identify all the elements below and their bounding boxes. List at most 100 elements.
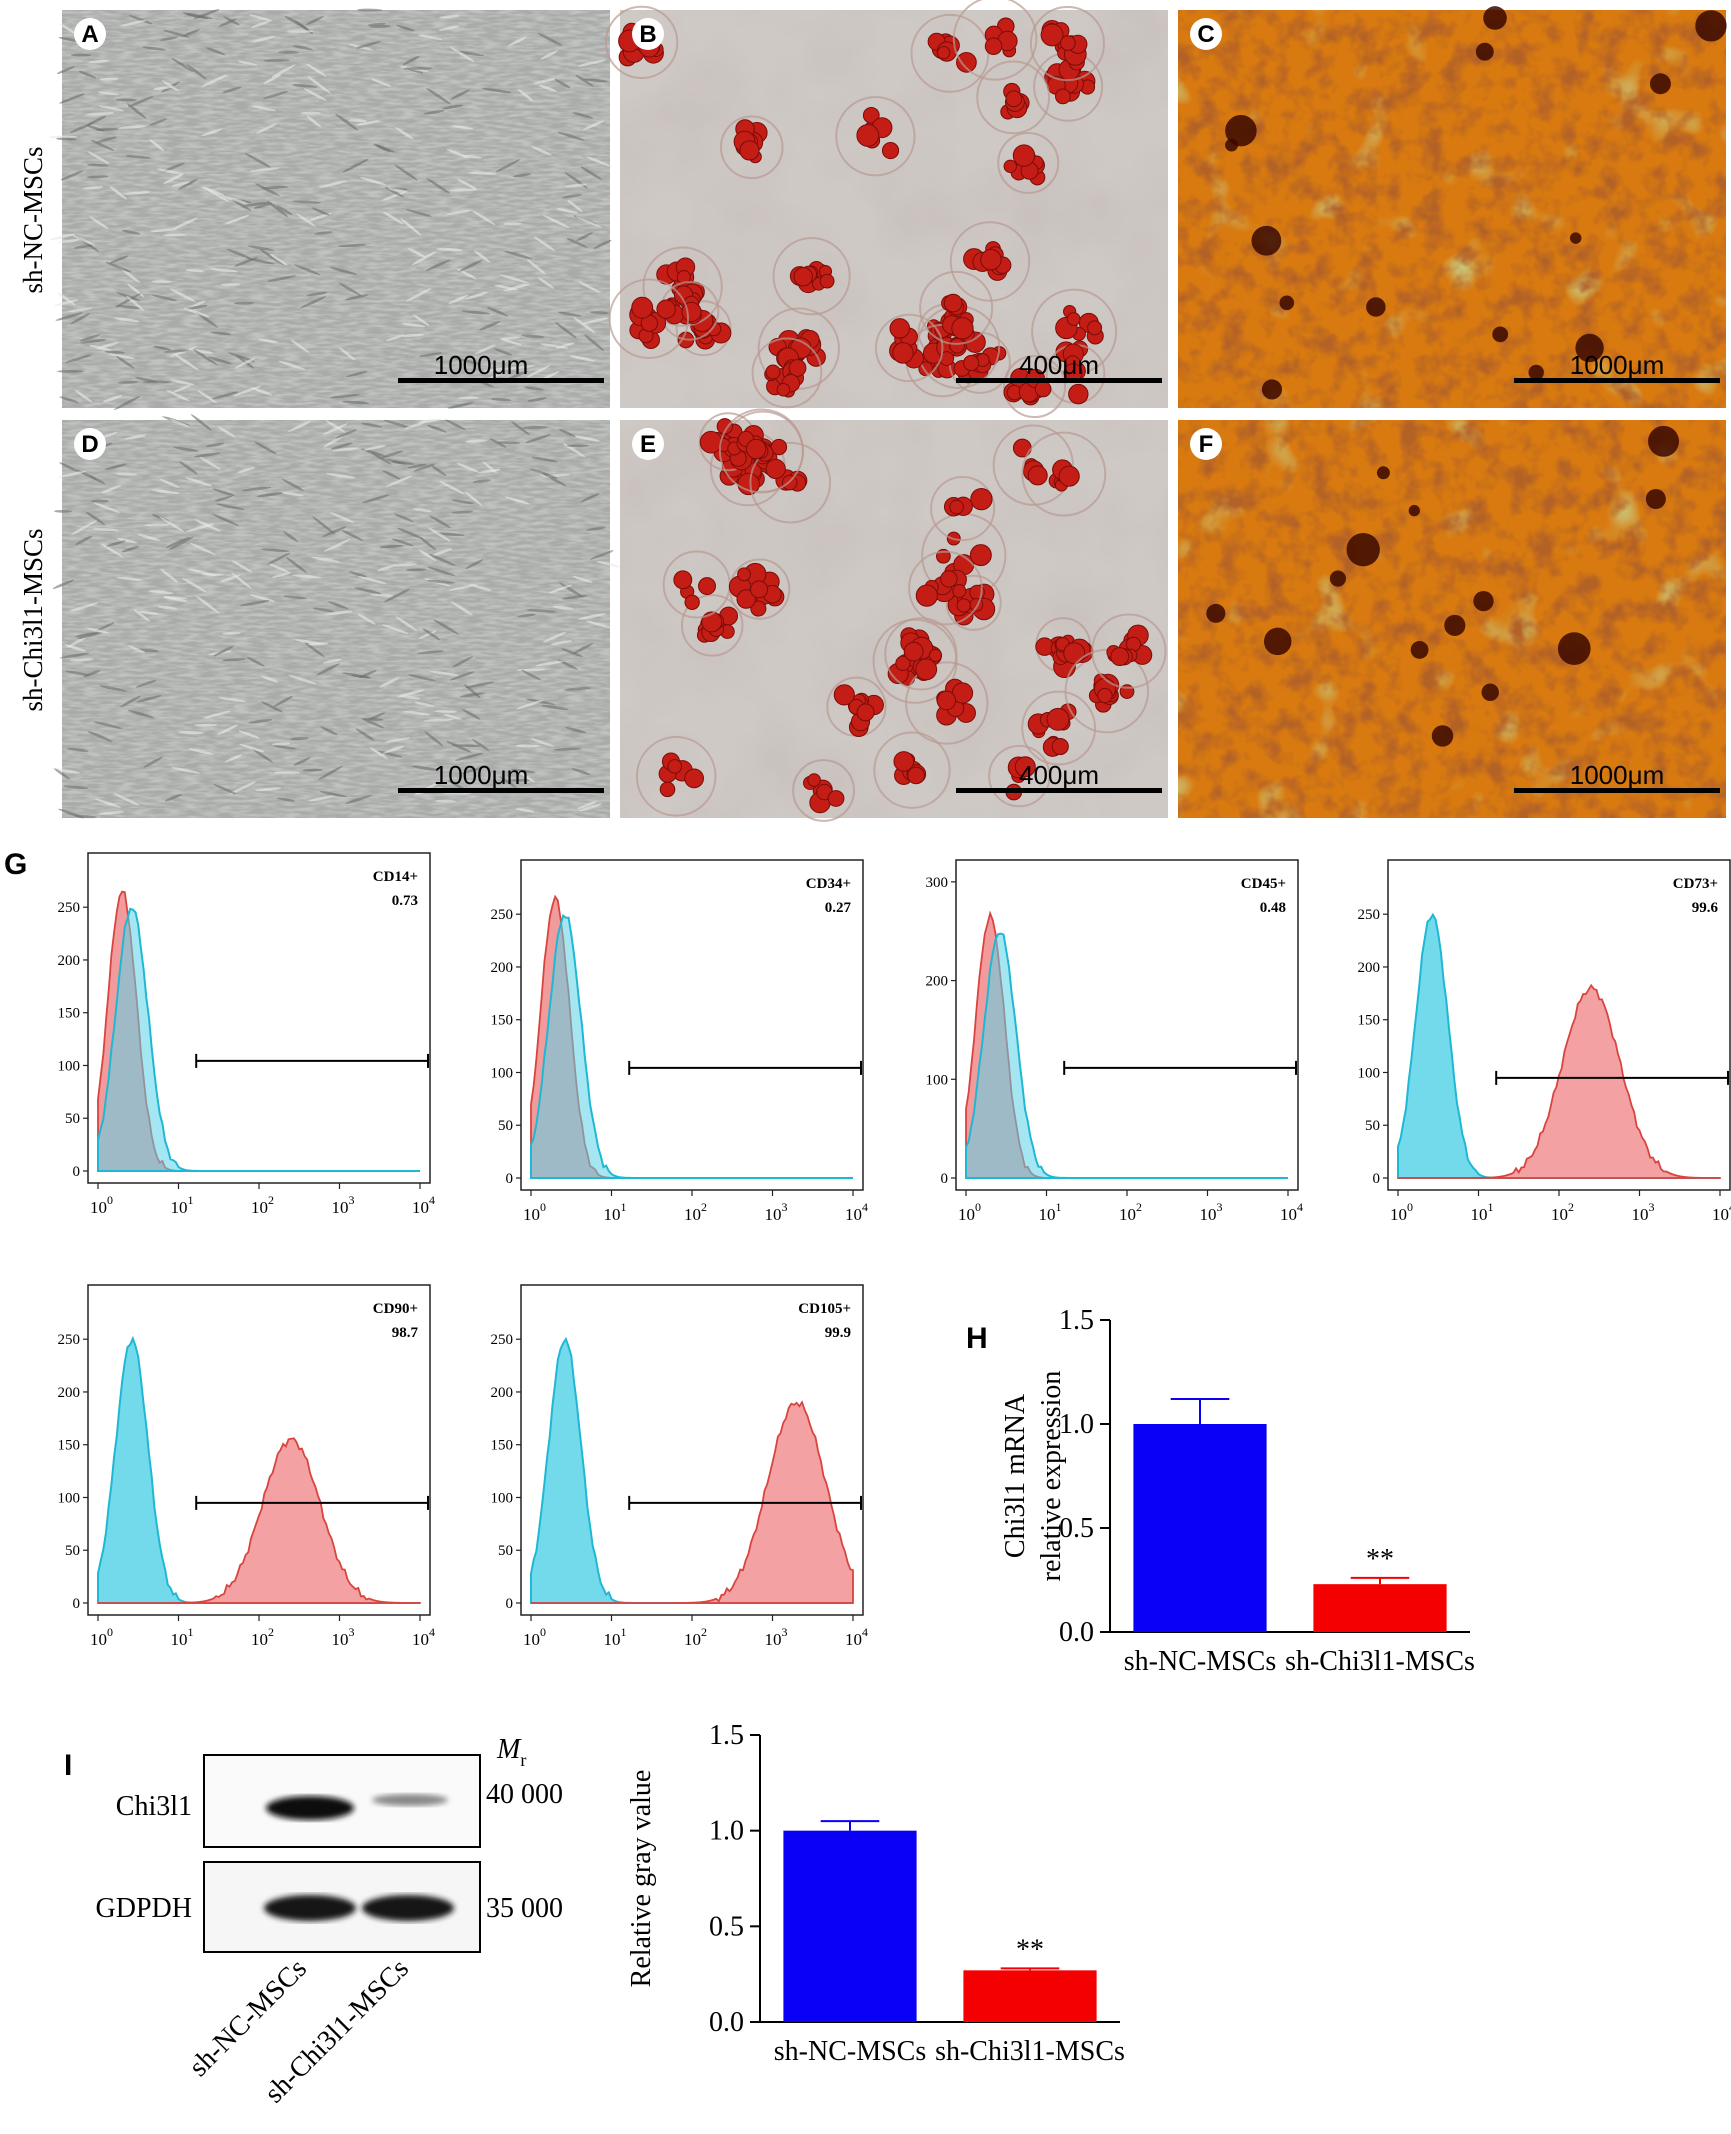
mr-label: Mr [496,1734,526,1770]
spindle-cell [429,515,451,528]
spindle-cell [446,148,469,159]
y-tick-label: 200 [926,974,949,990]
spindle-cell [325,420,346,433]
spindle-cell [420,537,437,551]
spindle-cell [448,294,469,305]
y-tick-label: 50 [1365,1118,1380,1134]
y-tick-label: 250 [58,900,81,916]
spindle-cell [318,180,348,189]
spindle-cell [214,495,233,502]
spindle-cell [342,158,369,173]
spindle-cell [382,745,405,754]
spindle-cell [580,493,600,503]
spindle-cell [571,768,591,775]
cell-outline [884,617,958,691]
spindle-cell [508,779,530,782]
lipid-droplet [1003,159,1017,174]
lipid-droplet [659,781,676,798]
spindle-cell [97,91,120,96]
spindle-cell [423,110,445,115]
spindle-cell [348,119,367,123]
spindle-cell [286,30,314,33]
y-tick-label: 100 [491,1490,514,1506]
cell-outline [910,13,990,93]
lipid-droplet [1012,144,1036,167]
cell-texture [62,420,610,818]
spindle-cell [185,268,205,273]
spindle-cell [108,353,136,360]
spindle-cell [515,699,544,710]
micrograph-panel-f: F 1000μm [1178,420,1726,818]
spindle-cell [407,463,427,469]
lipid-droplet [765,364,781,380]
spindle-cell [385,334,405,342]
spindle-cell [221,574,241,582]
spindle-cell [148,590,174,595]
spindle-cell [276,797,296,802]
spindle-cell [151,280,172,284]
spindle-cell [254,441,277,455]
spindle-cell [192,349,218,366]
category-label: sh-Chi3l1-MSCs [935,2036,1125,2067]
spindle-cell [454,752,484,761]
spindle-cell [320,726,338,736]
lipid-droplet [1058,465,1080,487]
spindle-cell [367,22,386,27]
spindle-cell [394,164,418,181]
panel-letter-a: A [81,21,98,48]
spindle-cell [565,183,587,188]
spindle-cell [203,187,229,202]
mineral-nodule [1410,640,1429,659]
spindle-cell [290,339,310,354]
scale-bar [956,788,1162,793]
cell-outline [1064,648,1150,734]
lipid-droplet [750,600,767,617]
spindle-cell [413,463,436,472]
lipid-droplet [745,438,767,460]
spindle-cell [432,548,453,556]
mineral-nodule [1569,232,1582,244]
cell-outline [908,550,983,626]
spindle-cell [526,259,546,274]
spindle-cell [216,503,245,510]
spindle-cell [263,59,290,62]
panel-letter-b: B [639,21,656,48]
spindle-cell [178,179,198,190]
spindle-cell [262,91,288,100]
spindle-cell [306,15,324,25]
spindle-cell [450,600,473,616]
micrograph-panel-d: D 1000μm [51,414,621,819]
scale-bar-label: 400μm [1019,350,1099,380]
spindle-cell [201,74,228,87]
spindle-cell [525,434,552,444]
spindle-cell [567,200,583,213]
marker-name: CD90+ [373,1301,418,1317]
mineral-nodule [1645,489,1666,510]
band-mw-chi3l1: 40 000 [486,1779,563,1810]
y-tick-label: 0 [506,1171,514,1187]
flow-histogram-cd45: 0 100 200 300 100 101 102 103 104 CD45+ 0.48 [926,859,1303,1224]
spindle-cell [127,96,154,108]
spindle-cell [281,491,304,497]
spindle-cell [273,771,301,774]
y-tick-label: 1.0 [1059,1409,1094,1440]
spindle-cell [462,767,483,774]
spindle-cell [260,701,283,713]
spindle-cell [586,620,612,629]
band-chi3l1-lane2 [372,1794,448,1806]
spindle-cell [381,450,404,458]
mineral-nodule [1346,532,1380,567]
spindle-cell [126,295,145,311]
spindle-cell [238,730,260,739]
spindle-cell [261,548,290,552]
spindle-cell [266,552,291,565]
spindle-cell [182,12,209,19]
spindle-cell [474,344,496,355]
x-tick-label: 102 [684,1625,707,1649]
spindle-cell [512,173,532,178]
spindle-cell [386,458,406,465]
spindle-cell [237,60,258,66]
spindle-cell [403,710,431,716]
spindle-cell [557,131,585,141]
spindle-cell [70,602,99,612]
